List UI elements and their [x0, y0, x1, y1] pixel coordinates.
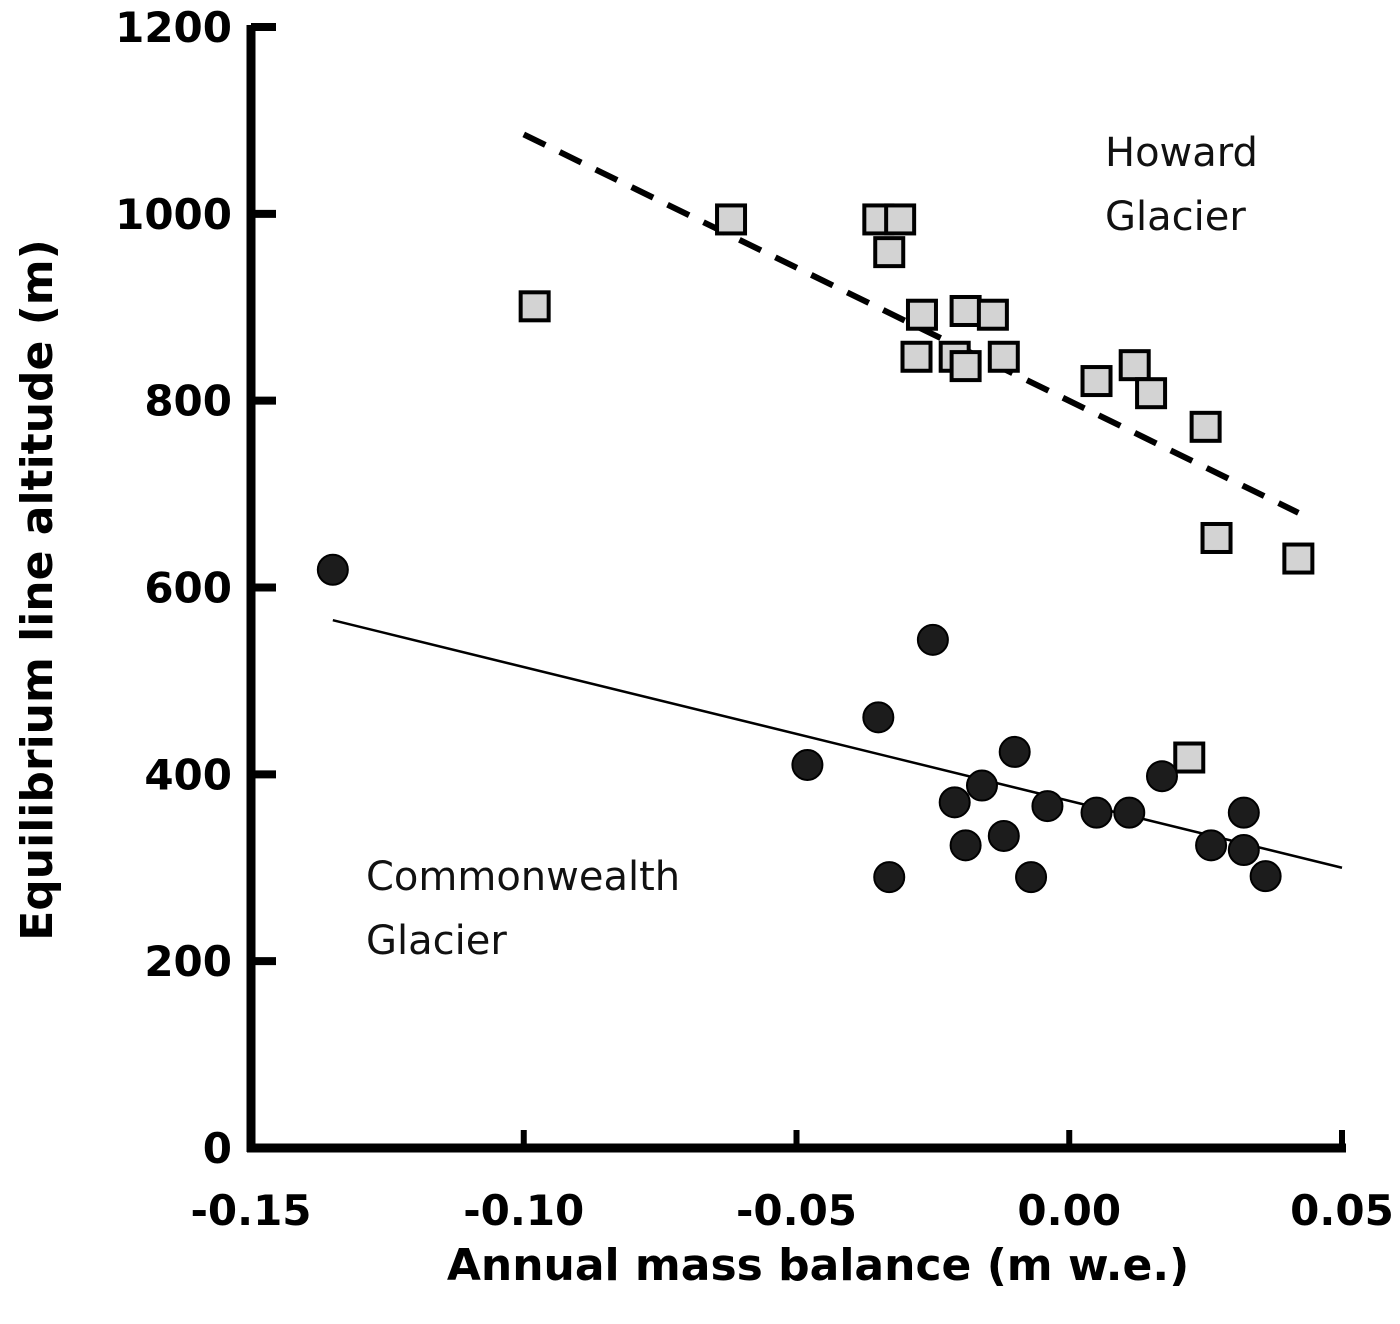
- x-axis-title: Annual mass balance (m w.e.): [447, 1240, 1189, 1291]
- x-tick-label: 0.00: [1017, 1186, 1121, 1235]
- annotation-howard-line1: Howard: [1105, 130, 1258, 176]
- y-tick-label: 0: [203, 1124, 232, 1173]
- x-tick-label: -0.15: [190, 1186, 311, 1235]
- y-tick-label: 200: [144, 937, 232, 986]
- data-point-square: [949, 294, 982, 327]
- y-tick-label: 400: [144, 750, 232, 799]
- data-point-circle: [862, 701, 895, 734]
- trend-line-commonwealth-glacier: [332, 618, 1343, 869]
- series-howard-glacier: [518, 203, 1315, 774]
- y-axis-title: Equilibrium line altitude (m): [12, 239, 63, 941]
- data-point-square: [1080, 365, 1113, 398]
- data-point-circle: [1227, 796, 1260, 829]
- data-point-square: [1189, 410, 1222, 443]
- data-point-square: [1135, 377, 1168, 410]
- annotation-howard-line2: Glacier: [1105, 194, 1246, 240]
- data-point-circle: [949, 829, 982, 862]
- data-point-square: [715, 203, 748, 236]
- data-point-square: [1118, 349, 1151, 382]
- data-points: [316, 203, 1315, 894]
- data-point-circle: [1195, 829, 1228, 862]
- trend-line-howard-glacier: [522, 131, 1300, 516]
- data-point-square: [873, 236, 906, 269]
- data-point-square: [1200, 521, 1233, 554]
- data-point-circle: [1227, 834, 1260, 867]
- annotation-howard-glacier: Howard Glacier: [1105, 130, 1271, 240]
- data-point-square: [976, 298, 1009, 331]
- y-ticks: 0 200 400 600 800 1000 1200: [115, 3, 276, 1173]
- data-point-circle: [316, 553, 349, 586]
- data-point-square: [900, 340, 933, 373]
- data-point-square: [1282, 542, 1315, 575]
- series-commonwealth-glacier: [316, 553, 1282, 894]
- data-point-square: [1173, 741, 1206, 774]
- data-point-circle: [791, 748, 824, 781]
- data-point-circle: [1015, 861, 1048, 894]
- data-point-circle: [873, 861, 906, 894]
- data-point-square: [987, 340, 1020, 373]
- trend-lines: [332, 131, 1343, 869]
- data-point-square: [518, 290, 551, 323]
- x-tick-label: -0.10: [463, 1186, 584, 1235]
- annotation-commonwealth-glacier: Commonwealth Glacier: [366, 854, 693, 964]
- data-point-circle: [1113, 796, 1146, 829]
- data-point-circle: [1249, 860, 1282, 893]
- y-tick-label: 1200: [115, 3, 232, 52]
- data-point-circle: [916, 623, 949, 656]
- annotation-commonwealth-line1: Commonwealth: [366, 854, 680, 900]
- data-point-circle: [1031, 790, 1064, 823]
- data-point-circle: [1145, 760, 1178, 793]
- x-tick-label: 0.05: [1290, 1186, 1394, 1235]
- annotation-commonwealth-line2: Glacier: [366, 918, 507, 964]
- x-ticks: -0.15 -0.10 -0.05 0.00 0.05: [190, 1130, 1394, 1235]
- data-point-square: [884, 203, 917, 236]
- y-tick-label: 1000: [115, 190, 232, 239]
- data-point-square: [949, 350, 982, 383]
- data-point-circle: [1080, 796, 1113, 829]
- data-point-square: [905, 298, 938, 331]
- data-point-circle: [938, 786, 971, 819]
- data-point-circle: [998, 735, 1031, 768]
- y-tick-label: 600: [144, 564, 232, 613]
- y-tick-label: 800: [144, 377, 232, 426]
- data-point-circle: [987, 819, 1020, 852]
- x-tick-label: -0.05: [736, 1186, 857, 1235]
- data-point-circle: [965, 769, 998, 802]
